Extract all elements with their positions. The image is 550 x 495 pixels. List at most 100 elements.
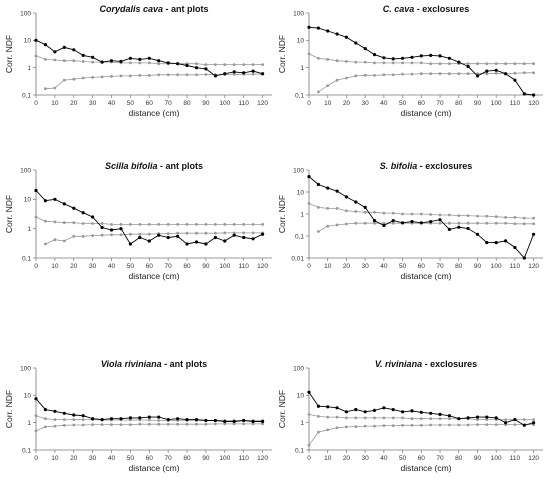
data-point-lower (476, 72, 479, 76)
panel-title-species: Scilla bifolia (105, 161, 158, 171)
data-point-upper (429, 213, 433, 216)
data-point-upper (147, 61, 151, 65)
x-tick-label: 0 (307, 100, 311, 107)
data-point-observed (204, 242, 208, 246)
data-point-observed (91, 55, 95, 59)
data-point-lower (457, 72, 461, 76)
data-point-observed (401, 410, 405, 414)
x-tick-label: 90 (202, 455, 210, 462)
data-point-lower (513, 71, 517, 75)
data-point-upper (429, 417, 433, 421)
data-point-upper (53, 58, 57, 62)
data-point-upper (242, 63, 246, 66)
data-point-observed (62, 202, 66, 206)
data-point-lower (382, 221, 386, 225)
data-point-upper (522, 216, 526, 220)
data-point-upper (485, 418, 489, 421)
data-point-upper (62, 221, 66, 225)
x-tick-label: 90 (474, 455, 482, 462)
data-point-observed (475, 415, 480, 419)
data-point-observed (401, 221, 405, 225)
data-point-lower (214, 231, 217, 235)
data-point-lower (429, 72, 433, 76)
data-point-upper (410, 61, 414, 65)
data-point-lower (129, 74, 132, 78)
x-tick-label: 120 (528, 263, 539, 270)
data-point-upper (72, 418, 76, 421)
data-point-upper (354, 210, 358, 213)
data-point-observed (72, 48, 76, 52)
series-line-observed (308, 391, 534, 426)
data-point-upper (100, 222, 104, 225)
data-point-observed (251, 237, 255, 241)
data-point-upper (326, 58, 330, 61)
panel-title: Scilla bifolia - ant plots (105, 161, 203, 171)
data-point-observed (447, 414, 451, 418)
data-point-upper (157, 223, 161, 226)
x-tick-label: 30 (89, 455, 97, 462)
data-point-upper (429, 62, 433, 66)
data-point-upper (157, 419, 161, 422)
data-point-observed (242, 235, 246, 240)
data-point-lower (100, 233, 104, 237)
data-point-lower (457, 221, 461, 225)
data-point-upper (504, 418, 507, 421)
data-point-lower (410, 72, 414, 76)
x-tick-label: 30 (362, 263, 370, 270)
series-observed (34, 397, 265, 424)
data-point-observed (53, 197, 57, 201)
y-tick-label: 1 (300, 211, 304, 218)
x-tick-label: 60 (146, 455, 154, 462)
panel-title: C. cava - exclosures (383, 4, 470, 14)
data-point-observed (326, 186, 330, 190)
data-point-lower (91, 76, 94, 79)
data-point-lower (185, 73, 189, 77)
data-point-lower (223, 422, 227, 426)
data-point-observed (232, 70, 236, 74)
data-point-observed (242, 71, 246, 75)
data-point-observed (223, 419, 227, 424)
series-lower (307, 423, 535, 447)
data-point-lower (232, 72, 236, 76)
data-point-observed (391, 408, 395, 412)
y-tick-label: 0,1 (22, 255, 31, 262)
data-point-observed (100, 225, 104, 230)
x-tick-label: 70 (165, 263, 173, 270)
data-point-observed (438, 218, 442, 222)
x-tick-label: 0 (307, 263, 311, 270)
data-point-observed (457, 225, 461, 229)
data-point-upper (204, 63, 208, 66)
data-point-upper (345, 60, 348, 63)
panel-title-species: Corydalis cava (99, 4, 163, 14)
x-tick-label: 10 (324, 263, 332, 270)
data-point-observed (326, 29, 330, 33)
data-point-observed (213, 418, 217, 423)
data-point-observed (354, 408, 358, 412)
data-point-upper (504, 62, 507, 66)
data-point-upper (91, 222, 94, 225)
data-point-lower (72, 234, 76, 238)
series-lower (317, 221, 535, 233)
data-point-upper (307, 52, 311, 56)
data-point-upper (195, 223, 198, 226)
x-tick-label: 100 (491, 455, 502, 462)
data-point-upper (476, 62, 479, 66)
series-upper (34, 54, 264, 66)
data-point-observed (166, 61, 170, 65)
data-point-observed (81, 211, 85, 215)
data-point-upper (204, 223, 208, 226)
data-point-observed (251, 419, 255, 424)
y-tick-label: 0,1 (22, 447, 31, 454)
x-tick-label: 40 (380, 100, 388, 107)
data-point-upper (176, 223, 180, 226)
x-tick-label: 10 (324, 100, 332, 107)
data-point-observed (354, 41, 358, 45)
panel-title: S. bifolia - exclosures (380, 161, 473, 171)
data-point-observed (72, 206, 76, 210)
data-point-lower (242, 231, 246, 235)
data-point-observed (213, 74, 217, 78)
x-tick-label: 80 (183, 100, 191, 107)
